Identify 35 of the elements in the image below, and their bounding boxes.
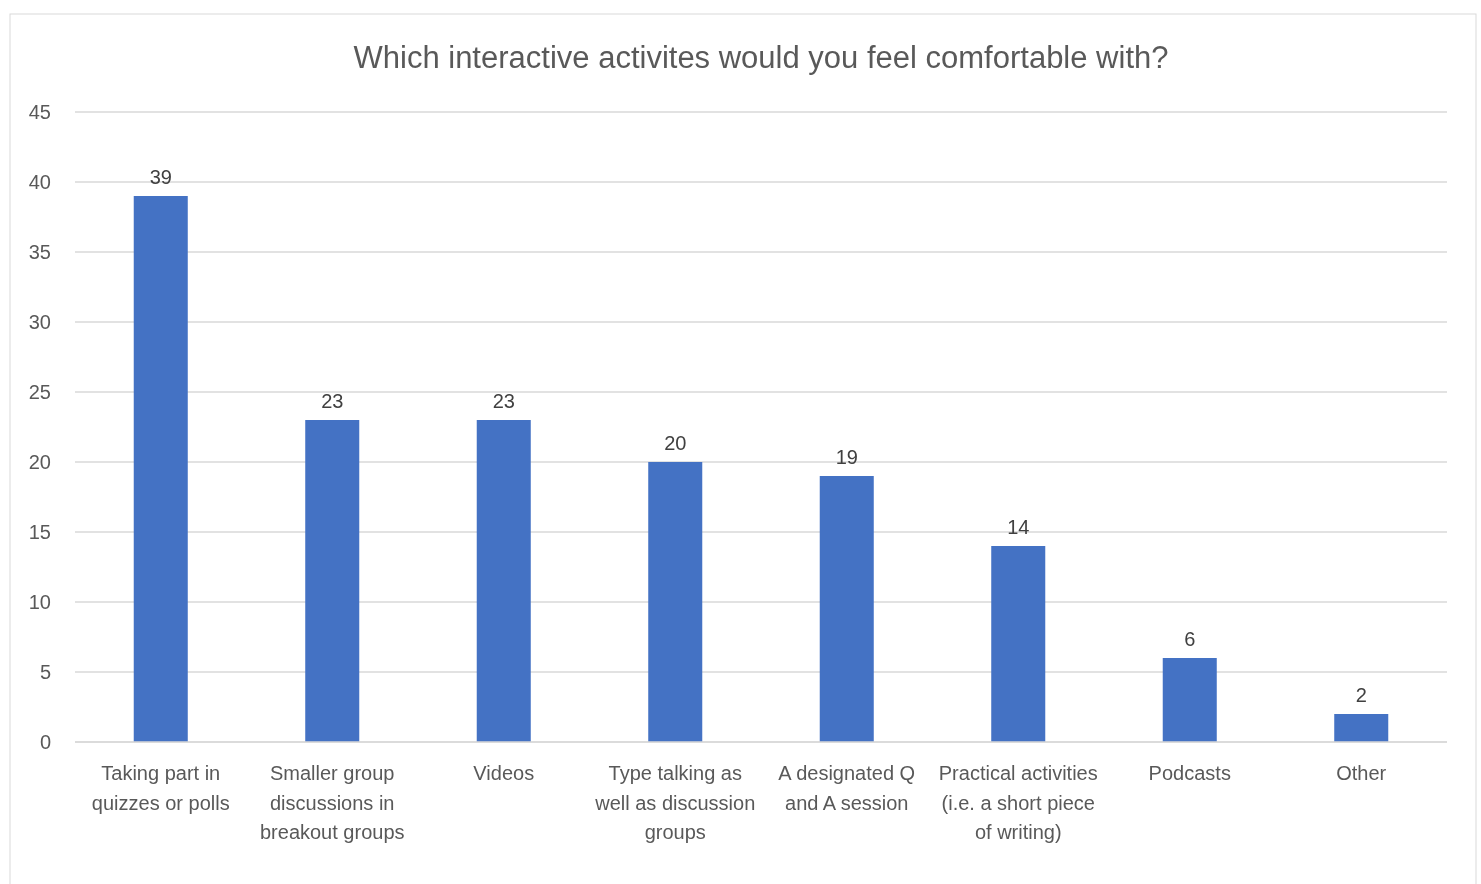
data-label: 39 <box>149 166 172 188</box>
bar <box>1334 714 1389 742</box>
chart-title: Which interactive activites would you feel comfortable with? <box>353 40 1169 75</box>
x-tick-label: Practical activities (i.e. a short piece of writing) <box>938 762 1098 843</box>
data-label: 19 <box>835 446 858 468</box>
bar <box>305 420 360 742</box>
y-tick-label: 0 <box>39 730 51 753</box>
bar <box>476 420 531 742</box>
bar <box>648 462 703 742</box>
x-tick-label: Other <box>1336 762 1387 784</box>
x-tick-label: Taking part in quizzes or polls <box>91 762 230 814</box>
y-tick-label: 5 <box>39 660 51 683</box>
x-tick-label: Videos <box>473 762 535 784</box>
y-tick-label: 15 <box>28 520 51 543</box>
y-tick-label: 30 <box>28 310 51 333</box>
x-tick-label: Smaller group discussions in breakout groups <box>259 762 405 843</box>
bar <box>1162 658 1217 742</box>
data-label: 23 <box>321 390 344 412</box>
data-label: 14 <box>1007 516 1030 538</box>
bar <box>133 196 188 742</box>
data-label: 23 <box>492 390 515 412</box>
y-tick-label: 20 <box>28 450 51 473</box>
bar <box>819 476 874 742</box>
x-tick-label: Type talking as well as discussion groups <box>594 762 756 843</box>
y-tick-label: 40 <box>28 170 51 193</box>
data-label: 6 <box>1184 628 1196 650</box>
y-tick-label: 10 <box>28 590 51 613</box>
data-label: 2 <box>1355 684 1367 706</box>
x-tick-label: Podcasts <box>1148 762 1231 784</box>
y-tick-label: 45 <box>28 100 51 123</box>
y-tick-label: 35 <box>28 240 51 263</box>
x-tick-label: A designated Q and A session <box>778 762 916 814</box>
y-tick-label: 25 <box>28 380 51 403</box>
bar <box>991 546 1046 742</box>
data-label: 20 <box>664 432 687 454</box>
